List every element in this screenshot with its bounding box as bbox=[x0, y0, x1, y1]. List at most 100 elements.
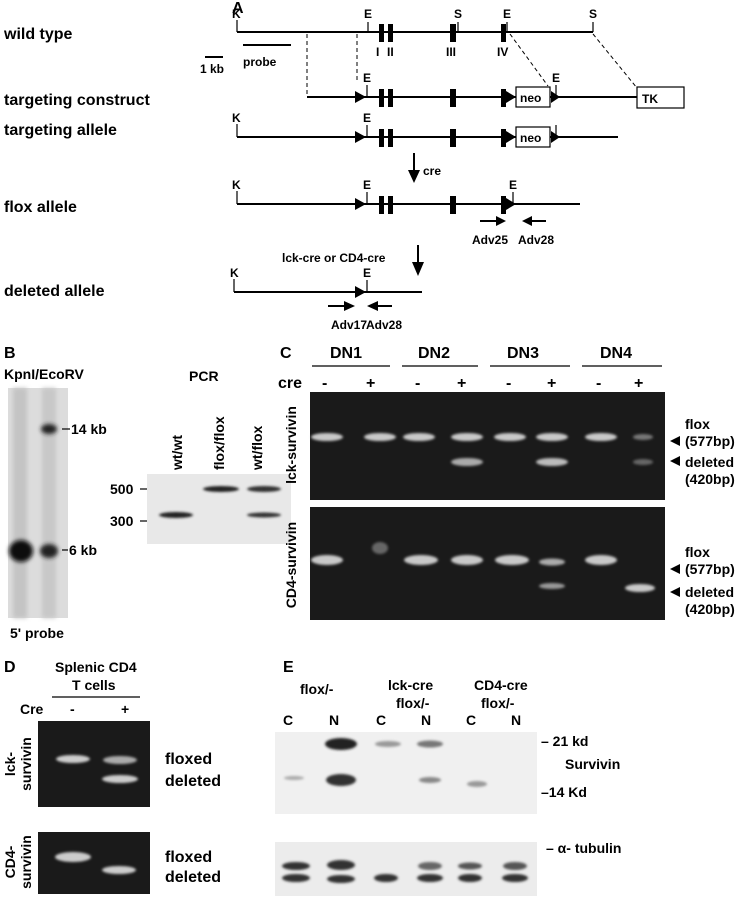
panel-title: Splenic CD4 bbox=[55, 659, 137, 675]
cassette-label: neo bbox=[520, 91, 541, 105]
band-label: flox bbox=[685, 544, 710, 560]
row-label: deleted allele bbox=[4, 283, 105, 300]
band-label: flox bbox=[685, 416, 710, 432]
size-marker: 300 bbox=[110, 513, 134, 529]
site-label: E bbox=[363, 178, 371, 192]
lane-sign: - bbox=[70, 701, 75, 717]
band-label: deleted bbox=[685, 454, 734, 470]
row-label: lck- bbox=[2, 752, 18, 776]
loading-label: – α- tubulin bbox=[546, 840, 621, 856]
primer-label: Adv28 bbox=[366, 318, 402, 332]
lane-sign: + bbox=[121, 701, 129, 717]
lane-sign: - bbox=[415, 375, 420, 392]
panel-label: C bbox=[280, 345, 292, 362]
size-marker: 500 bbox=[110, 481, 134, 497]
cassette-label: neo bbox=[520, 131, 541, 145]
pcr-title: PCR bbox=[189, 368, 219, 384]
blot-title: KpnI/EcoRV bbox=[4, 366, 85, 382]
group-label: flox/- bbox=[481, 695, 515, 711]
row-label: CD4-survivin bbox=[283, 522, 299, 608]
targeting-construct-map: E E neo TK bbox=[307, 71, 685, 109]
primer-label: Adv17 bbox=[331, 318, 367, 332]
site-label: E bbox=[363, 266, 371, 280]
lane-label: wt/wt bbox=[169, 435, 185, 471]
exon-label: I bbox=[376, 45, 379, 59]
lane-sign: + bbox=[634, 375, 643, 392]
stage-label: DN2 bbox=[418, 345, 450, 362]
band-label: deleted bbox=[685, 584, 734, 600]
pcr-gel bbox=[147, 474, 291, 544]
site-label: E bbox=[503, 7, 511, 21]
site-label: E bbox=[363, 111, 371, 125]
row-label: CD4- bbox=[2, 845, 18, 878]
row-label: targeting construct bbox=[4, 92, 150, 109]
western-blot bbox=[275, 732, 537, 814]
size-marker: – 21 kd bbox=[541, 733, 588, 749]
primer-label: Adv25 bbox=[472, 233, 508, 247]
lane-sign: + bbox=[457, 375, 466, 392]
band-label: (420bp) bbox=[685, 601, 735, 617]
lane-label: C bbox=[376, 712, 386, 728]
exon-label: II bbox=[387, 45, 394, 59]
lane-sign: - bbox=[322, 375, 327, 392]
group-label: CD4-cre bbox=[474, 677, 528, 693]
panel-label: E bbox=[283, 659, 294, 676]
lane-sign: + bbox=[547, 375, 556, 392]
exon-label: III bbox=[446, 45, 456, 59]
size-marker: –14 Kd bbox=[541, 784, 587, 800]
cre-label: cre bbox=[278, 375, 302, 392]
group-label: flox/- bbox=[300, 681, 334, 697]
size-marker: 6 kb bbox=[69, 542, 97, 558]
gel bbox=[38, 721, 150, 807]
flox-allele-map: K E E Adv25 Adv28 bbox=[232, 178, 580, 247]
row-label: targeting allele bbox=[4, 122, 117, 139]
exon-label: IV bbox=[497, 45, 508, 59]
stage-label: DN1 bbox=[330, 345, 362, 362]
lane-label: N bbox=[511, 712, 521, 728]
row-label: survivin bbox=[18, 835, 34, 889]
wild-type-map: K E S E S I II III IV 1 kb probe bbox=[200, 7, 638, 96]
lane-label: C bbox=[283, 712, 293, 728]
band-label: (577bp) bbox=[685, 433, 735, 449]
lane-sign: - bbox=[506, 375, 511, 392]
lane-label: C bbox=[466, 712, 476, 728]
gel bbox=[310, 392, 665, 500]
targeting-allele-map: K E neo bbox=[232, 111, 618, 148]
band-label: deleted bbox=[165, 773, 221, 790]
band-label: deleted bbox=[165, 869, 221, 886]
lane-sign: + bbox=[366, 375, 375, 392]
row-label: flox allele bbox=[4, 199, 77, 216]
panel-label: A bbox=[232, 0, 244, 17]
band-label: floxed bbox=[165, 751, 212, 768]
size-marker: 14 kb bbox=[71, 421, 107, 437]
lane-label: N bbox=[421, 712, 431, 728]
panel-e: E flox/- lck-cre flox/- CD4-cre flox/- C… bbox=[275, 659, 621, 896]
lane-label: flox/flox bbox=[211, 416, 227, 470]
group-label: flox/- bbox=[396, 695, 430, 711]
stage-label: DN3 bbox=[507, 345, 539, 362]
stage-label: DN4 bbox=[600, 345, 632, 362]
primer-label: Adv28 bbox=[518, 233, 554, 247]
panel-label: D bbox=[4, 659, 16, 676]
site-label: K bbox=[232, 178, 241, 192]
site-label: E bbox=[364, 7, 372, 21]
panel-d: D Splenic CD4 T cells Cre - + lck- survi… bbox=[2, 659, 221, 894]
site-label: K bbox=[232, 7, 241, 21]
lane-label: wt/flox bbox=[249, 425, 265, 471]
protein-label: Survivin bbox=[565, 756, 620, 772]
row-label: survivin bbox=[18, 737, 34, 791]
panel-title: T cells bbox=[72, 677, 116, 693]
cre-label: Cre bbox=[20, 701, 44, 717]
step-label: cre bbox=[423, 164, 441, 178]
site-label: K bbox=[232, 111, 241, 125]
panel-b: B KpnI/EcoRV 14 kb 6 kb 5' probe PCR wt/… bbox=[4, 345, 291, 641]
band-label: floxed bbox=[165, 849, 212, 866]
row-label: lck-survivin bbox=[283, 406, 299, 484]
site-label: E bbox=[552, 71, 560, 85]
probe-label: 5' probe bbox=[10, 625, 64, 641]
panel-label: B bbox=[4, 345, 16, 362]
panel-c: C DN1 DN2 DN3 DN4 cre - + - + - + - + lc… bbox=[278, 345, 735, 620]
band-label: (420bp) bbox=[685, 471, 735, 487]
